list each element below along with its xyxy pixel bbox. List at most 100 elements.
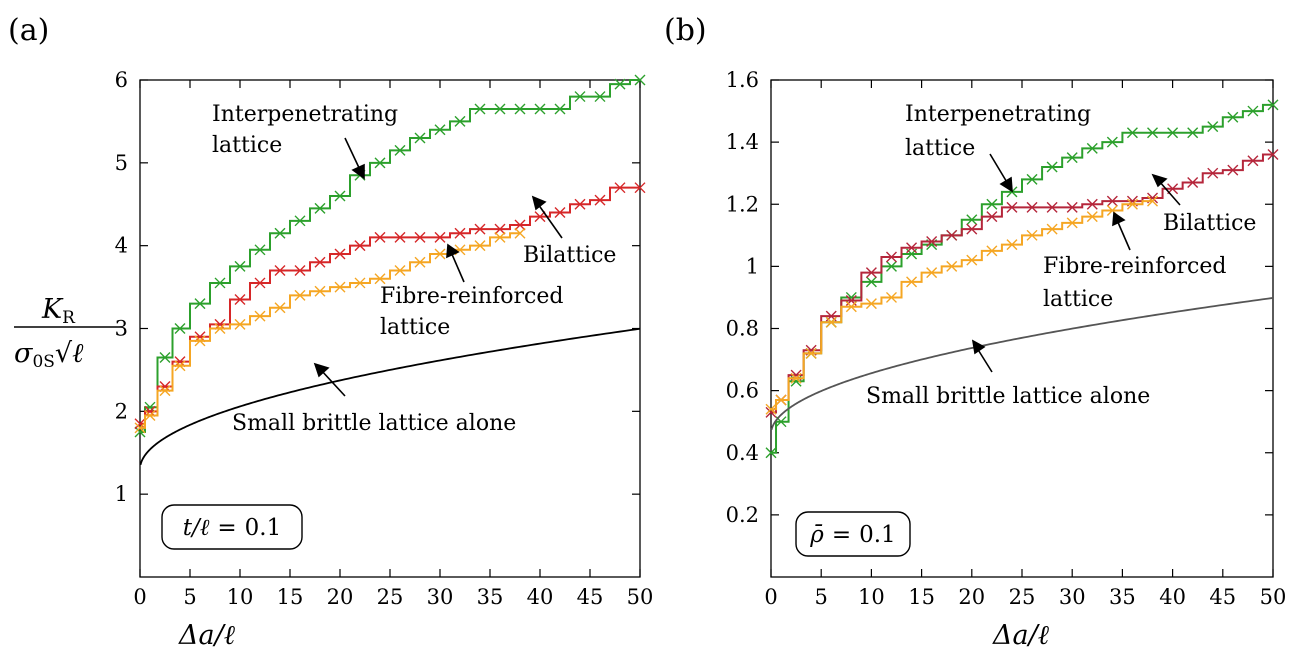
y-tick-label: 1: [746, 254, 759, 278]
data-point-bilattice: [1207, 167, 1219, 179]
data-point-fibre: [845, 301, 857, 313]
x-tick-label: 20: [327, 585, 354, 609]
panel-a-label-fibre-1: Fibre-reinforced: [380, 284, 563, 309]
x-tick-label: 35: [477, 585, 504, 609]
data-point-interpenetrating: [494, 103, 506, 115]
data-point-interpenetrating: [885, 260, 897, 272]
data-point-bilattice: [274, 265, 286, 277]
y-tick-label: 2: [115, 399, 128, 423]
data-point-bilattice: [1006, 201, 1018, 213]
x-tick-label: 40: [527, 585, 554, 609]
series-line-interpenetrating: [140, 79, 640, 434]
panel-a-ylabel: KR σ0S√ℓ: [14, 294, 122, 372]
series-line-brittle: [139, 327, 641, 466]
x-tick-label: 5: [183, 585, 196, 609]
data-point-bilattice: [865, 267, 877, 279]
panel-b-label-brittle: Small brittle lattice alone: [866, 384, 1150, 409]
x-tick-label: 35: [1109, 585, 1136, 609]
data-point-interpenetrating: [765, 447, 777, 459]
arrow-a-bilattice-head: [531, 195, 547, 211]
data-point-fibre: [885, 291, 897, 303]
data-point-interpenetrating: [614, 78, 626, 90]
data-point-bilattice: [594, 194, 606, 206]
panel-a: (a) KR σ0S√ℓ 0 5 10 15 20 25 30 35 40 45 50123456 …: [8, 13, 653, 651]
data-point-interpenetrating: [234, 260, 246, 272]
data-point-interpenetrating: [174, 323, 186, 334]
data-point-fibre: [805, 347, 817, 359]
x-tick-label: 0: [764, 585, 777, 609]
data-point-fibre: [514, 227, 526, 239]
data-point-bilattice: [1106, 195, 1118, 207]
data-point-fibre: [174, 360, 186, 372]
data-point-bilattice: [1026, 201, 1038, 213]
data-point-bilattice: [394, 231, 406, 243]
data-point-bilattice: [354, 240, 366, 252]
panel-b-parameter-box: ρ̄ = 0.1: [795, 511, 911, 557]
data-point-fibre: [254, 310, 266, 322]
data-point-fibre: [434, 248, 446, 260]
panel-a-parameter-text: t/ℓ = 0.1: [183, 515, 281, 541]
data-point-bilattice: [1086, 198, 1098, 210]
arrow-b-bilattice-head: [1151, 173, 1168, 188]
data-point-fibre: [294, 289, 306, 301]
data-point-fibre: [474, 240, 486, 252]
data-point-bilattice: [574, 198, 586, 210]
data-point-bilattice: [1046, 201, 1058, 213]
panel-a-label-fibre-2: lattice: [380, 315, 450, 340]
panel-a-xlabel: Δa/ℓ: [178, 620, 236, 651]
panel-a-arrows: [313, 137, 563, 397]
data-point-interpenetrating: [434, 124, 446, 136]
x-tick-label: 30: [1059, 585, 1086, 609]
data-point-bilattice: [966, 223, 978, 235]
arrow-a-interpenetrating-head: [351, 163, 365, 180]
series-line-bilattice: [771, 153, 1273, 414]
arrow-a-interpenetrating: [344, 137, 362, 173]
data-point-fibre: [214, 323, 226, 334]
data-point-interpenetrating: [414, 132, 426, 144]
x-tick-label: 0: [133, 585, 146, 609]
data-point-fibre: [946, 260, 958, 272]
data-point-fibre: [986, 245, 998, 257]
data-point-bilattice: [885, 251, 897, 263]
data-point-interpenetrating: [1046, 161, 1058, 173]
y-tick-label: 0.4: [726, 441, 759, 465]
data-point-interpenetrating: [554, 103, 566, 115]
y-tick-label: 6: [115, 68, 128, 92]
data-point-interpenetrating: [474, 103, 486, 115]
panel-b-parameter-frame: [795, 511, 911, 557]
data-point-interpenetrating: [1167, 127, 1179, 139]
data-point-bilattice: [474, 223, 486, 235]
panel-a-label-bilattice: Bilattice: [523, 243, 616, 268]
data-point-interpenetrating: [194, 298, 206, 310]
data-point-bilattice: [494, 223, 506, 235]
data-point-fibre: [926, 267, 938, 279]
panel-b-label-interpenetrating-1: Interpenetrating: [905, 102, 1091, 127]
data-point-fibre: [865, 298, 877, 310]
data-point-fibre: [1006, 239, 1018, 251]
data-point-bilattice: [1187, 177, 1199, 189]
data-point-interpenetrating: [374, 157, 386, 169]
data-point-bilattice: [374, 231, 386, 243]
arrow-b-interpenetrating: [989, 153, 1009, 185]
data-point-interpenetrating: [574, 91, 586, 103]
x-tick-label: 45: [577, 585, 604, 609]
data-point-fibre: [394, 265, 406, 277]
panel-b-label-bilattice: Bilattice: [1163, 211, 1256, 236]
data-point-interpenetrating: [514, 103, 526, 115]
y-tick-label: 4: [115, 234, 128, 258]
data-point-bilattice: [434, 231, 446, 243]
arrow-a-bilattice: [537, 203, 563, 239]
panel-b-label-fibre-2: lattice: [1043, 287, 1113, 312]
data-point-fibre: [1086, 211, 1098, 223]
arrow-a-brittle: [320, 369, 346, 397]
data-point-bilattice: [254, 277, 266, 289]
arrow-b-bilattice: [1158, 180, 1181, 206]
data-point-bilattice: [634, 182, 646, 194]
data-point-interpenetrating: [1066, 152, 1078, 164]
data-point-interpenetrating: [1267, 99, 1279, 111]
data-point-interpenetrating: [214, 277, 226, 289]
y-tick-label: 0.6: [726, 379, 759, 403]
data-point-fibre: [414, 256, 426, 268]
panel-b-plot-area: 0 5 10 15 20 25 30 35 40 45 50 0.2 0.4 0.6 0.8 1 1.2 1.4 1…: [726, 68, 1287, 609]
